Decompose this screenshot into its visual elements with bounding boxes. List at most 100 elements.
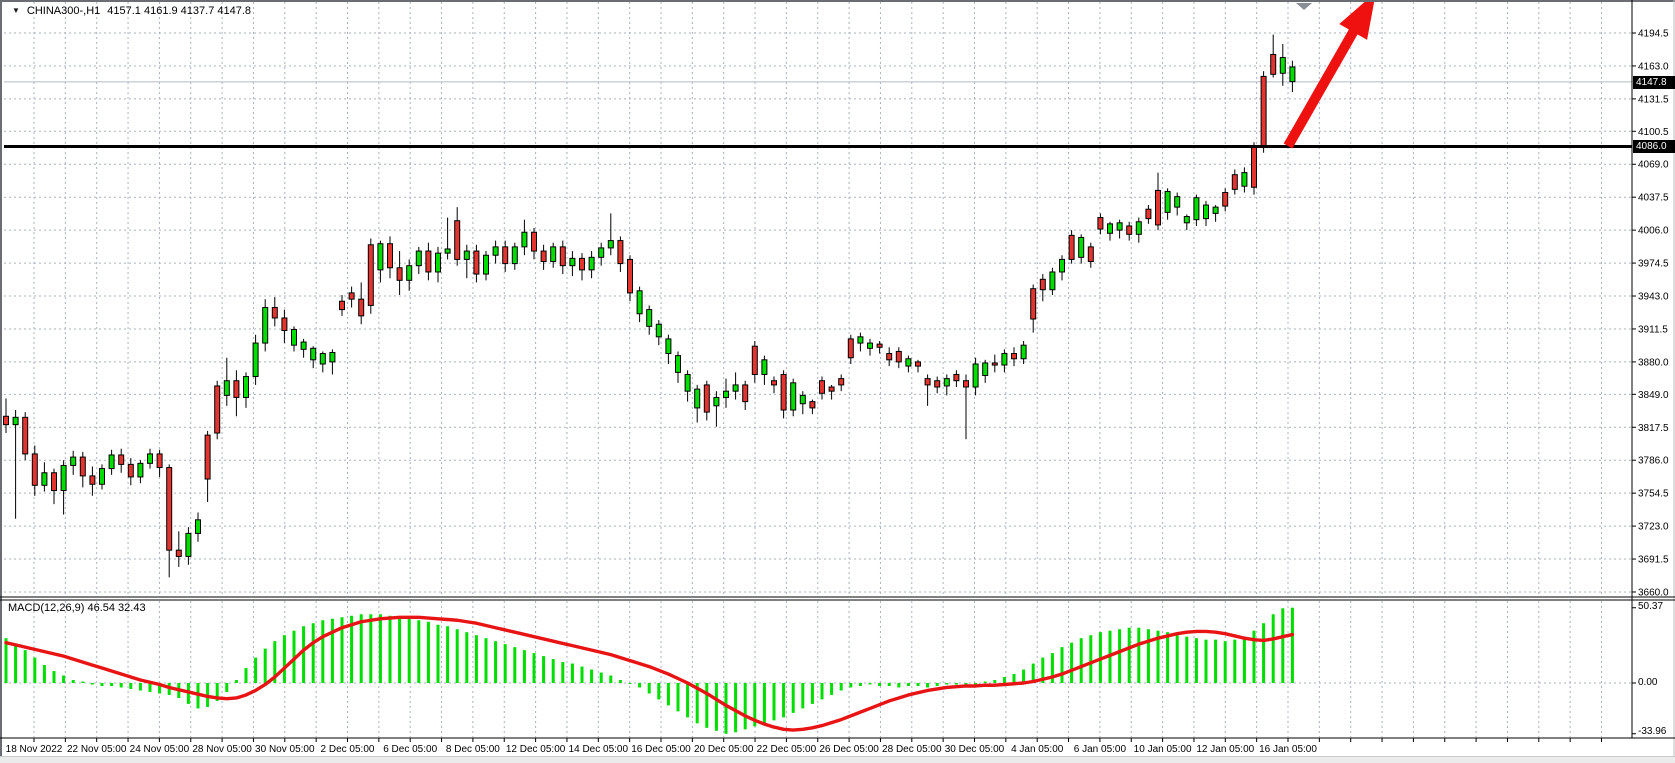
candle-bullish [319,353,326,365]
candle-bullish [1241,172,1248,187]
macd-histogram-bar [446,626,450,683]
macd-histogram-bar [1214,639,1218,683]
macd-histogram-bar [791,683,795,713]
candle-bearish [809,401,816,409]
macd-histogram-bar [484,638,488,683]
macd-histogram-bar [465,632,469,683]
macd-histogram-bar [1242,636,1246,683]
candle-bearish [127,463,134,478]
candle-bullish [1078,236,1085,258]
macd-histogram-bar [71,680,75,683]
candle-bearish [1068,234,1075,260]
candle-bearish [1011,353,1017,360]
candle-bullish [857,336,864,344]
macd-histogram-bar [657,683,661,700]
macd-histogram-bar [599,672,603,683]
macd-histogram-bar [302,626,306,683]
time-tick-label: 16 Jan 05:00 [1259,744,1317,755]
candle-bearish [271,307,278,319]
candle-bearish [348,292,355,300]
macd-histogram-bar [1137,627,1141,683]
symbol-dropdown-icon[interactable]: ▼ [12,6,20,15]
candle-bearish [1126,225,1133,235]
macd-histogram-bar [1233,639,1237,683]
candle-bearish [204,434,211,480]
macd-histogram-bar [609,675,613,683]
time-tick-label: 30 Dec 05:00 [945,744,1005,755]
candle-bearish [233,380,240,398]
candle-bullish [1116,222,1123,231]
macd-histogram-bar [638,683,642,688]
candle-bullish [713,396,720,407]
candle-bearish [915,361,921,367]
candle-bearish [828,386,835,392]
candle-bullish [262,307,269,344]
macd-histogram-bar [436,624,440,683]
candle-bearish [1251,145,1257,188]
price-tick-label: 3660.0 [1638,587,1669,598]
candle-bullish [1183,216,1190,224]
macd-histogram-bar [666,683,670,706]
macd-tick-max: 50.37 [1638,601,1664,612]
candle-bearish [51,472,57,492]
candle-bearish [175,549,182,557]
price-tick-label: 3943.0 [1638,292,1669,303]
macd-histogram-bar [1041,657,1045,683]
price-tick-label: 4006.0 [1638,226,1669,237]
time-tick-label: 22 Nov 05:00 [67,744,127,755]
candle-bullish [665,338,672,355]
symbol-period-label: CHINA300-,H1 [26,5,101,17]
price-tick-label: 4194.5 [1638,29,1669,40]
macd-histogram-bar [724,683,728,734]
trend-arrow-shaft[interactable] [1283,24,1361,149]
macd-histogram-bar [158,683,162,694]
candle-bearish [1039,278,1046,291]
macd-histogram-bar [1281,608,1285,683]
macd-histogram-bar [647,683,651,694]
candle-bullish [646,309,653,327]
macd-histogram-bar [388,615,392,683]
macd-histogram-bar [1262,623,1266,683]
macd-histogram-bar [878,683,882,686]
trend-arrow-head[interactable] [1339,0,1376,40]
candle-bullish [12,416,19,426]
price-tick-label: 3817.5 [1638,423,1669,434]
price-tick-label: 3880.0 [1638,357,1669,368]
candle-bearish [838,378,845,386]
time-tick-label: 28 Nov 05:00 [192,744,252,755]
macd-histogram-bar [503,644,507,683]
candle-bullish [972,363,979,388]
macd-histogram-bar [513,647,517,683]
candle-bullish [732,384,739,392]
candle-bullish [60,464,67,492]
price-tick-label: 3691.5 [1638,555,1669,566]
macd-histogram-bar [1127,627,1131,683]
candle-bearish [876,343,883,348]
macd-histogram-bar [100,683,104,686]
candle-bearish [166,467,173,551]
candle-bullish [598,247,605,258]
macd-histogram-bar [1175,635,1179,683]
time-tick-label: 12 Dec 05:00 [506,744,566,755]
macd-histogram-bar [244,668,248,683]
macd-histogram-bar [1022,669,1026,683]
candle-bullish [1289,66,1296,83]
macd-histogram-bar [1290,607,1294,683]
time-tick-label: 14 Dec 05:00 [569,744,629,755]
macd-histogram-bar [839,683,843,691]
macd-histogram-bar [551,659,555,683]
candle-bullish [329,351,336,363]
candle-bullish [195,519,201,534]
macd-histogram-bar [1252,630,1256,683]
macd-histogram-bar [580,666,584,683]
time-tick-label: 6 Jan 05:00 [1074,744,1127,755]
macd-histogram-bar [801,683,805,709]
candle-bullish [1212,206,1219,214]
macd-tick-min: -33.96 [1638,726,1667,737]
candle-bearish [387,243,393,269]
hline-price-label: 4086.0 [1633,140,1675,153]
candle-bearish [118,454,125,465]
candle-bearish [1087,246,1094,263]
macd-histogram-bar [830,683,834,695]
